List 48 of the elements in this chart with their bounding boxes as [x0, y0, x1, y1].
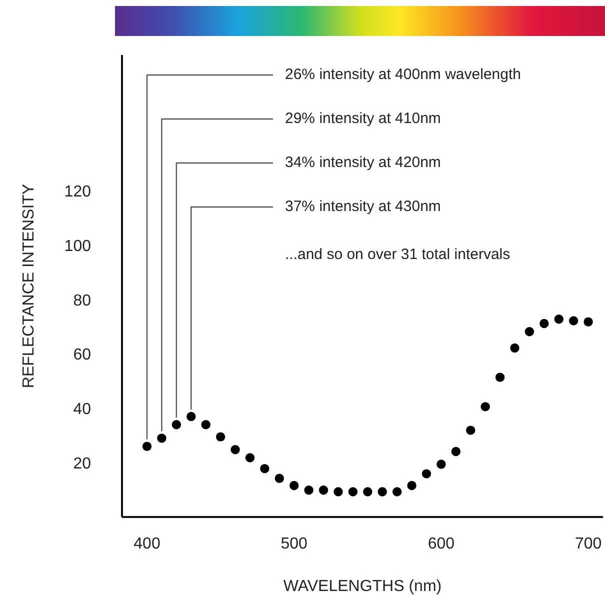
point [378, 487, 387, 496]
point [568, 316, 578, 326]
annotation: ...and so on over 31 total intervals [285, 246, 510, 263]
point [201, 420, 210, 430]
point [186, 412, 196, 422]
point [436, 460, 446, 469]
point [348, 487, 358, 496]
x-tick-label: 400 [134, 535, 160, 552]
y-tick-label: 120 [64, 184, 92, 201]
point [318, 485, 328, 495]
y-axis-title: REFLECTANCE INTENSITY [20, 184, 38, 388]
annotation: 26% intensity at 400nm wavelength [285, 66, 521, 83]
point [363, 487, 372, 496]
point [290, 480, 299, 490]
x-tick-label: 600 [428, 535, 455, 552]
point [392, 487, 402, 496]
point [334, 487, 343, 496]
point [495, 372, 505, 382]
point [510, 343, 520, 353]
x-axis-title: WAVELENGTHS (nm) [283, 578, 442, 595]
point [304, 485, 314, 495]
point [216, 432, 226, 442]
point [480, 402, 490, 412]
y-tick-label: 20 [73, 455, 92, 472]
point [407, 480, 416, 490]
y-tick-label: 80 [73, 292, 92, 310]
point [524, 327, 534, 336]
annotation: 29% intensity at 410nm [285, 110, 441, 127]
annotation: 34% intensity at 420nm [285, 154, 441, 171]
point [540, 318, 549, 328]
point [142, 442, 152, 451]
point [466, 426, 476, 435]
y-tick-label: 60 [73, 346, 92, 364]
y-tick-label: 40 [73, 400, 92, 418]
x-tick-label: 500 [280, 535, 308, 552]
x-tick-label: 700 [574, 535, 602, 552]
point [245, 453, 255, 462]
y-tick-label: 100 [64, 238, 92, 255]
point [157, 434, 166, 443]
point [554, 314, 564, 324]
point [274, 474, 284, 484]
point [260, 464, 270, 474]
point [584, 317, 593, 326]
annotation: 37% intensity at 430nm [285, 198, 441, 215]
point [172, 420, 182, 430]
point [451, 446, 461, 456]
point [230, 445, 240, 454]
point [422, 469, 432, 478]
